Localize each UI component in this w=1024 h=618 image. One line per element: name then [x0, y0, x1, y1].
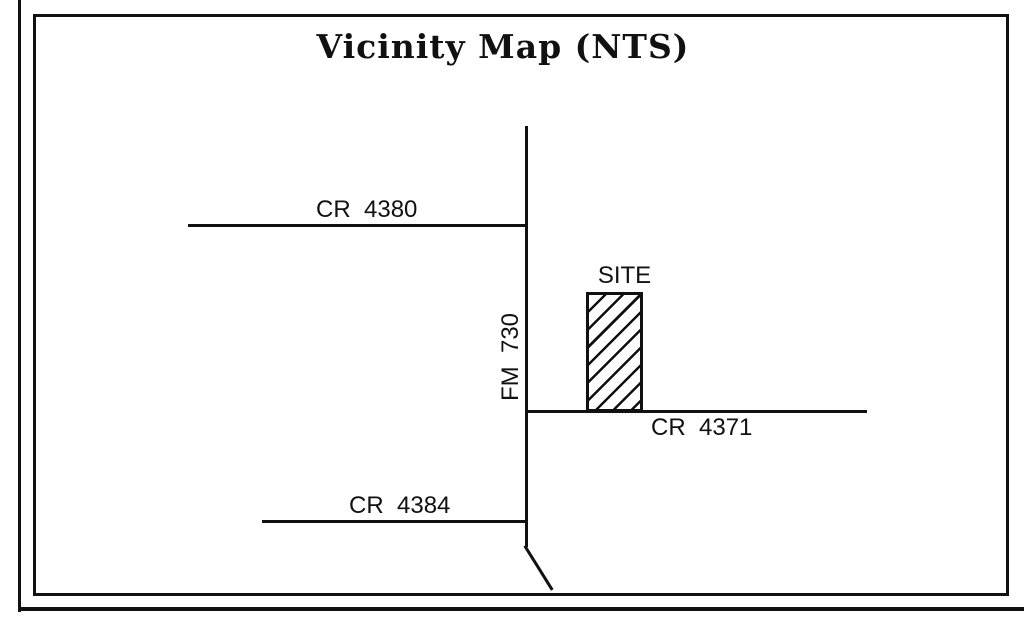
map-title: Vicinity Map (NTS)	[316, 27, 690, 66]
site-label: SITE	[597, 262, 652, 289]
map-frame	[33, 14, 1009, 596]
road-cr4371-line	[527, 410, 867, 413]
road-cr4371-label: CR 4371	[651, 414, 753, 441]
road-cr4384-line	[262, 520, 528, 523]
outer-sheet-border-bottom	[18, 607, 1024, 611]
outer-sheet-border-left	[18, 0, 21, 612]
road-fm730-label: FM 730	[497, 312, 524, 402]
road-fm730-line	[525, 126, 528, 547]
site-parcel-hatch	[586, 292, 643, 412]
road-cr4380-label: CR 4380	[316, 196, 418, 223]
road-cr4384-label: CR 4384	[349, 492, 451, 519]
road-cr4380-line	[188, 224, 528, 227]
